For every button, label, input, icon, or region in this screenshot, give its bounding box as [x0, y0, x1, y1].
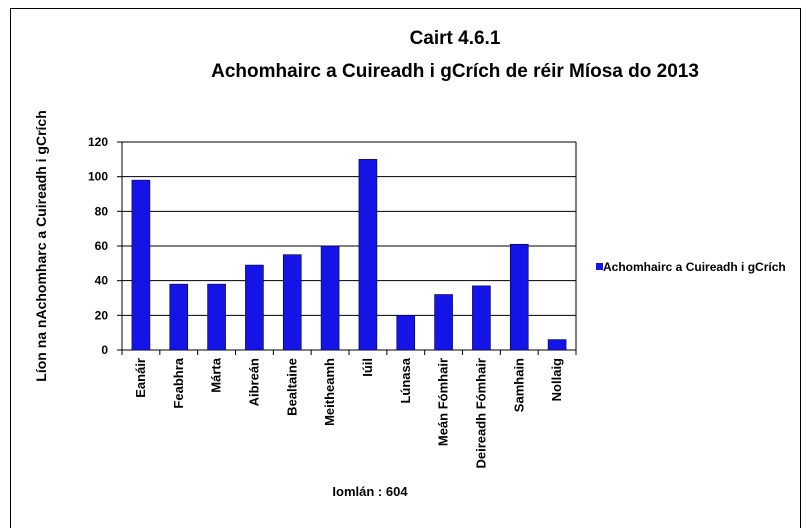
- bar: [509, 243, 529, 351]
- legend-swatch: [596, 263, 603, 270]
- chart-subtitle: Achomhairc a Cuireadh i gCrích de réir M…: [211, 61, 699, 82]
- legend-label: Achomhairc a Cuireadh i gCrích: [603, 260, 786, 274]
- bar: [245, 264, 264, 351]
- y-tick-label: 40: [95, 274, 109, 288]
- x-tick-label: Meán Fómhair: [436, 358, 451, 446]
- legend: Achomhairc a Cuireadh i gCrích: [596, 258, 796, 276]
- y-tick-label: 100: [88, 170, 108, 184]
- y-tick-label: 120: [88, 135, 108, 149]
- bar: [472, 285, 491, 351]
- bar: [207, 283, 226, 351]
- x-tick-label: Aibreán: [246, 358, 261, 406]
- x-tick-label: Feabhra: [171, 357, 186, 408]
- x-tick-label: Lúnasa: [398, 357, 413, 403]
- y-tick-label: 80: [95, 204, 109, 218]
- bar: [320, 245, 340, 351]
- x-tick-label: Márta: [209, 357, 224, 392]
- y-tick-label: 0: [101, 343, 108, 357]
- bar: [131, 179, 151, 351]
- bar: [547, 339, 567, 351]
- x-tick-label: Bealtaine: [284, 358, 299, 416]
- bar: [169, 283, 189, 351]
- x-tick-label: Eanáir: [133, 358, 148, 398]
- y-tick-label: 60: [95, 239, 109, 253]
- frame-border: [10, 8, 801, 528]
- x-tick-label: Iúil: [360, 358, 375, 377]
- bar: [282, 254, 302, 351]
- x-tick-label: Meitheamh: [322, 358, 337, 426]
- bar: [358, 159, 378, 351]
- chart-title: Cairt 4.6.1: [410, 28, 501, 49]
- x-tick-label: Samhain: [511, 358, 526, 412]
- y-tick-label: 20: [95, 308, 109, 322]
- annotation: Iomlán : 604: [332, 484, 408, 499]
- bar: [434, 294, 453, 351]
- bar: [396, 315, 416, 351]
- x-tick-label: Nollaig: [549, 358, 564, 401]
- x-tick-label: Deireadh Fómhair: [473, 358, 488, 469]
- y-axis-label: Líon na nAchomharc a Cuireadh i gCrích: [33, 110, 49, 381]
